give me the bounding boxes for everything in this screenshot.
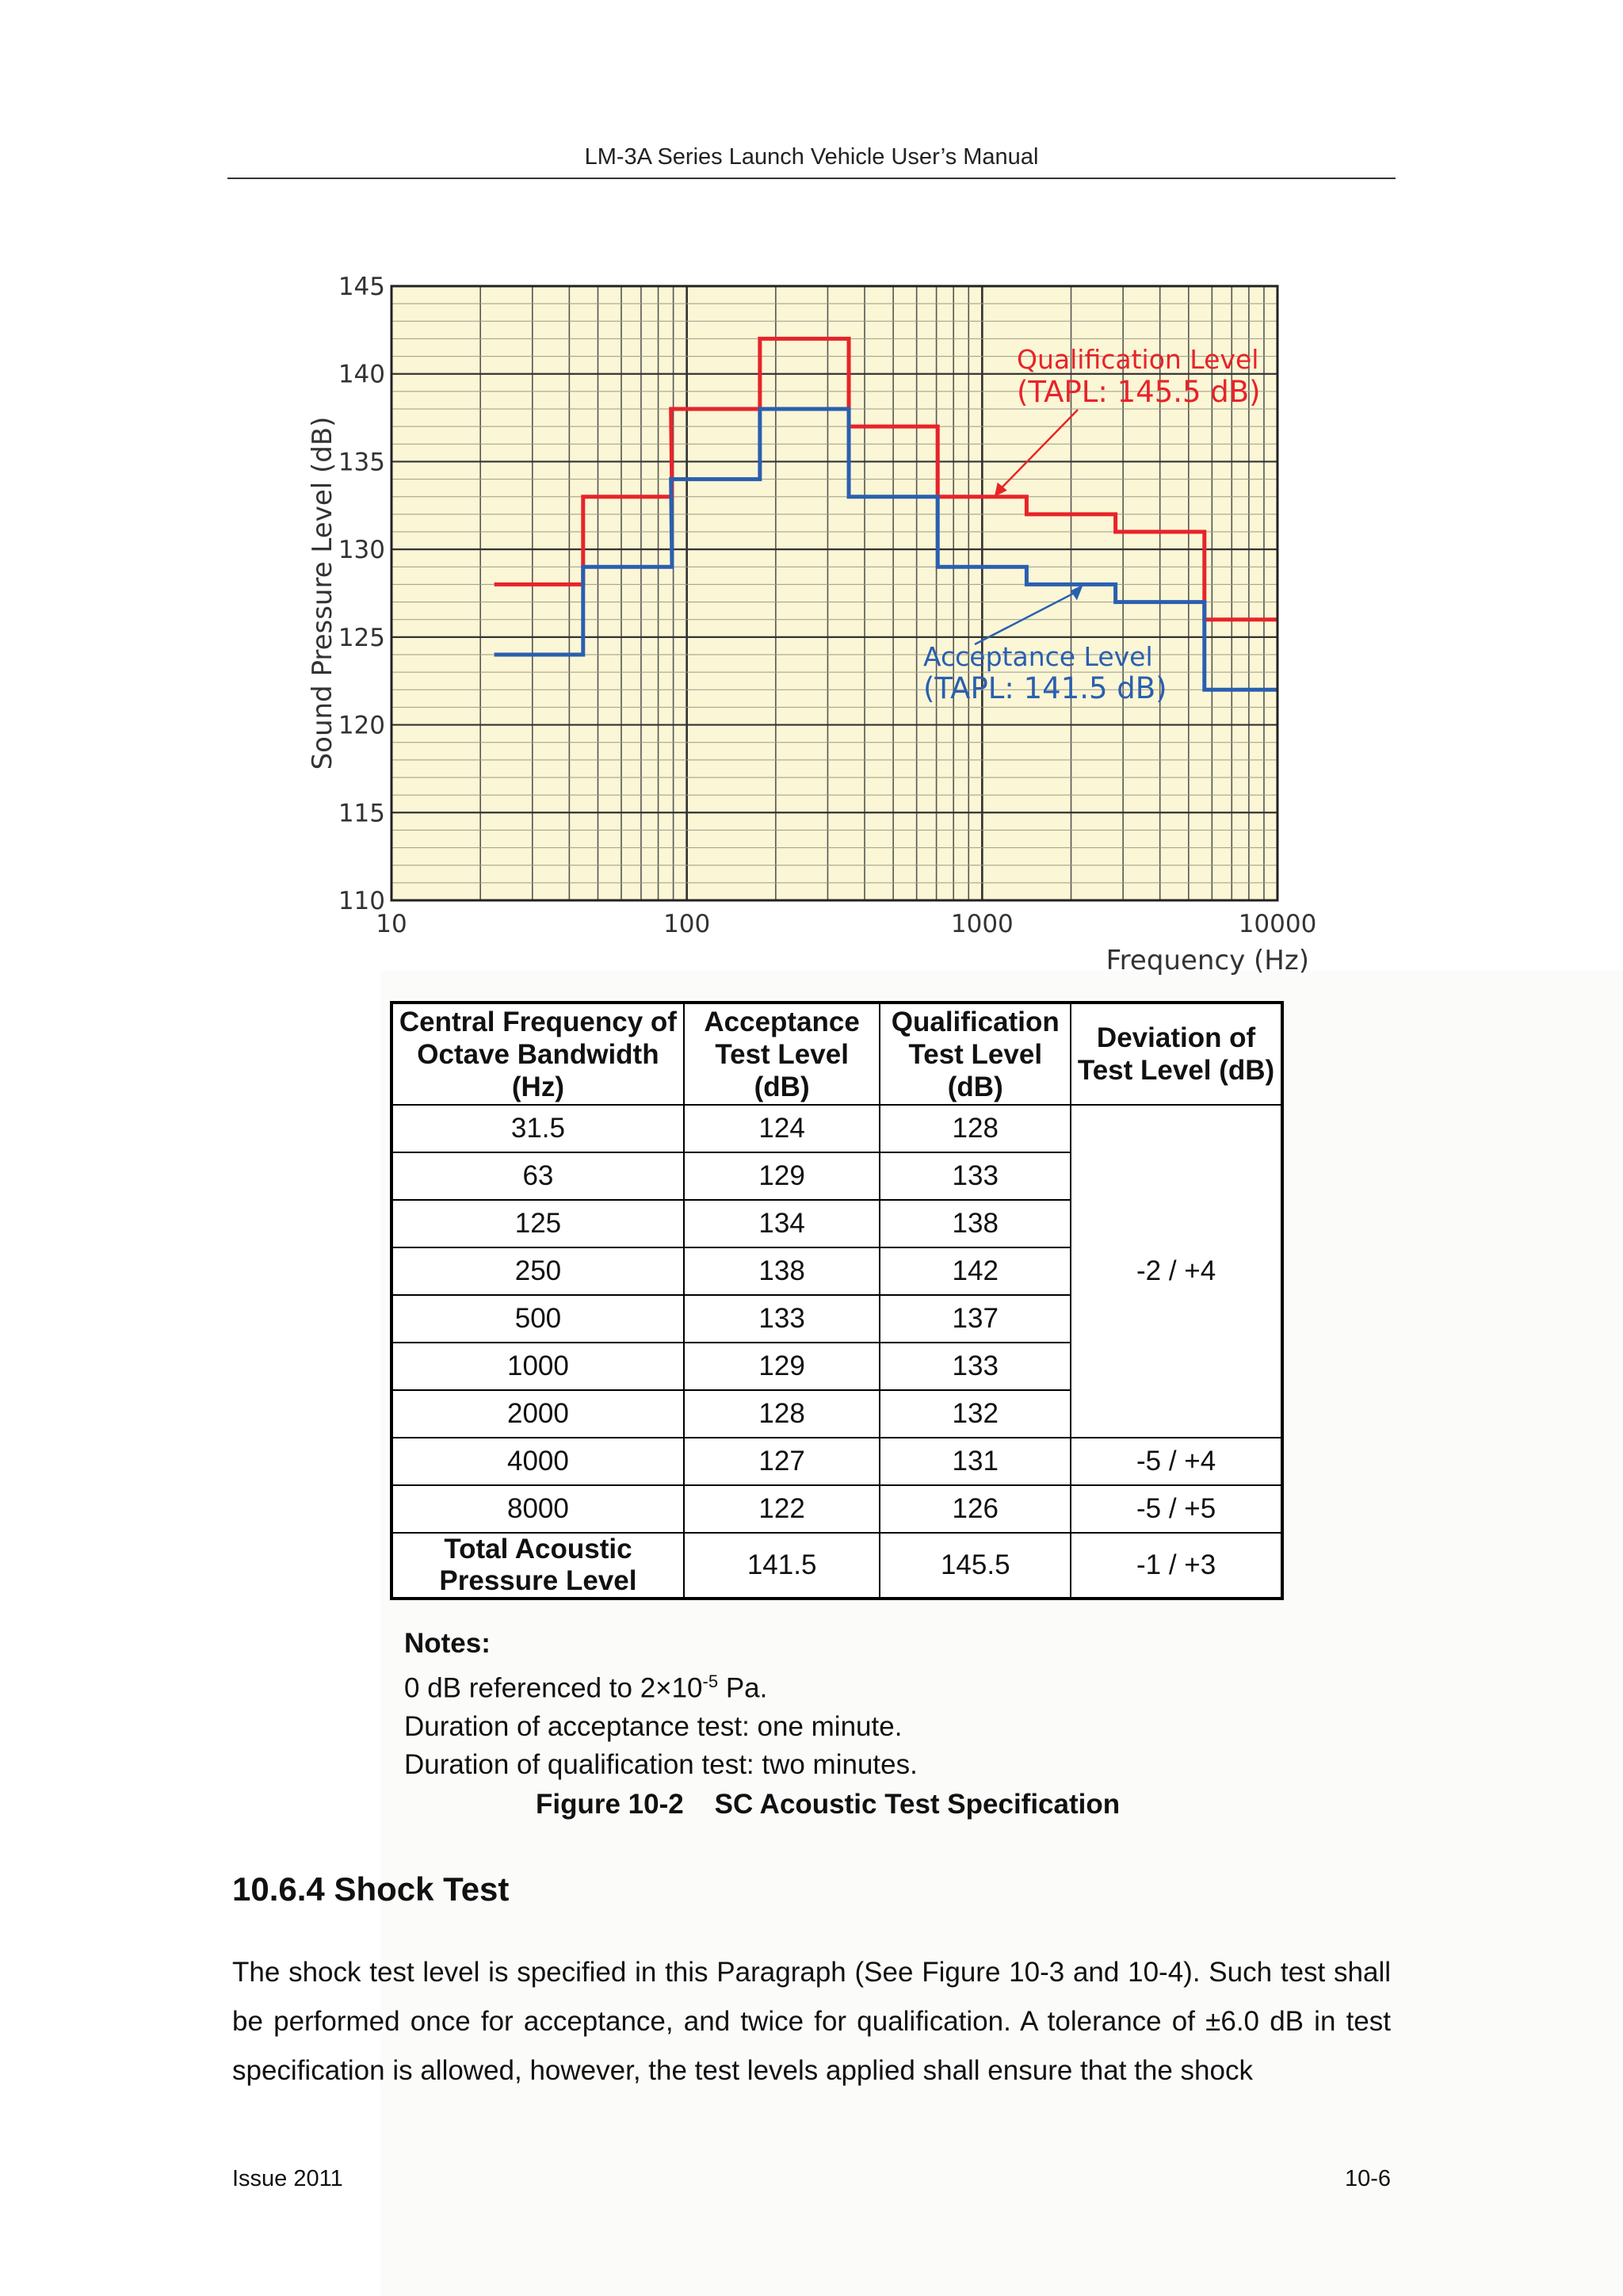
cell-acceptance: 122 — [684, 1485, 880, 1533]
x-tick-label: 10000 — [1239, 910, 1317, 938]
cell-qualification: 138 — [880, 1200, 1071, 1247]
cell-frequency: 8000 — [391, 1485, 684, 1533]
figure-caption: Figure 10-2 SC Acoustic Test Specificati… — [536, 1789, 1120, 1820]
header-frequency: Central Frequency of Octave Bandwidth (H… — [391, 1003, 684, 1105]
chart-x-axis-label: Frequency (Hz) — [1106, 945, 1309, 975]
note-reference-prefix: 0 dB referenced to 2×10 — [404, 1673, 703, 1704]
cell-qualification: 133 — [880, 1152, 1071, 1200]
cell-frequency: 2000 — [391, 1390, 684, 1438]
acceptance-annotation-line1: Acceptance Level — [923, 641, 1153, 672]
footer-page-number: 10-6 — [1345, 2166, 1391, 2192]
cell-frequency: 125 — [391, 1200, 684, 1247]
note-acceptance-duration: Duration of acceptance test: one minute. — [404, 1708, 918, 1746]
cell-deviation-merged: -2 / +4 — [1071, 1105, 1282, 1438]
cell-frequency: 250 — [391, 1247, 684, 1295]
cell-acceptance: 124 — [684, 1105, 880, 1152]
cell-acceptance: 129 — [684, 1152, 880, 1200]
cell-acceptance: 129 — [684, 1343, 880, 1390]
cell-acceptance: 138 — [684, 1247, 880, 1295]
table-total-row: Total Acoustic Pressure Level 141.5 145.… — [391, 1533, 1282, 1599]
cell-qualification: 128 — [880, 1105, 1071, 1152]
header-deviation: Deviation of Test Level (dB) — [1071, 1003, 1282, 1105]
header-qualification: Qualification Test Level (dB) — [880, 1003, 1071, 1105]
running-header: LM-3A Series Launch Vehicle User’s Manua… — [227, 144, 1396, 170]
y-tick-label: 145 — [338, 273, 385, 301]
table-notes: Notes: 0 dB referenced to 2×10-5 Pa. Dur… — [404, 1625, 918, 1784]
y-tick-label: 135 — [338, 448, 385, 476]
footer-issue: Issue 2011 — [232, 2166, 343, 2192]
y-tick-label: 120 — [338, 712, 385, 740]
cell-qualification: 126 — [880, 1485, 1071, 1533]
cell-qualification: 137 — [880, 1295, 1071, 1343]
cell-frequency: 500 — [391, 1295, 684, 1343]
table-row: 8000 122 126 -5 / +5 — [391, 1485, 1282, 1533]
cell-frequency: 31.5 — [391, 1105, 684, 1152]
notes-title: Notes: — [404, 1625, 918, 1663]
cell-acceptance: 128 — [684, 1390, 880, 1438]
cell-acceptance: 133 — [684, 1295, 880, 1343]
y-tick-label: 130 — [338, 536, 385, 564]
qualification-annotation-line1: Qualification Level — [1017, 344, 1258, 375]
cell-deviation: -5 / +4 — [1071, 1438, 1282, 1485]
table-row: 4000 127 131 -5 / +4 — [391, 1438, 1282, 1485]
cell-total-deviation: -1 / +3 — [1071, 1533, 1282, 1599]
cell-qualification: 142 — [880, 1247, 1071, 1295]
note-reference-suffix: Pa. — [718, 1673, 767, 1704]
cell-acceptance: 127 — [684, 1438, 880, 1485]
x-tick-label: 100 — [663, 910, 710, 938]
note-reference-exponent: -5 — [703, 1671, 719, 1691]
y-tick-label: 115 — [338, 799, 385, 827]
header-acceptance: Acceptance Test Level (dB) — [684, 1003, 880, 1105]
cell-frequency: 4000 — [391, 1438, 684, 1485]
y-tick-label: 125 — [338, 624, 385, 652]
section-heading: 10.6.4 Shock Test — [232, 1870, 509, 1908]
qualification-annotation-line2: (TAPL: 145.5 dB) — [1017, 375, 1261, 409]
note-reference: 0 dB referenced to 2×10-5 Pa. — [404, 1663, 918, 1708]
cell-qualification: 132 — [880, 1390, 1071, 1438]
cell-frequency: 63 — [391, 1152, 684, 1200]
x-tick-label: 1000 — [951, 910, 1014, 938]
header-rule — [227, 178, 1396, 179]
cell-acceptance: 134 — [684, 1200, 880, 1247]
cell-total-acceptance: 141.5 — [684, 1533, 880, 1599]
table-header-row: Central Frequency of Octave Bandwidth (H… — [391, 1003, 1282, 1105]
cell-total-label: Total Acoustic Pressure Level — [391, 1533, 684, 1599]
chart-y-axis-label: Sound Pressure Level (dB) — [307, 417, 338, 770]
cell-qualification: 131 — [880, 1438, 1071, 1485]
y-tick-label: 140 — [338, 361, 385, 389]
acceptance-annotation-line2: (TAPL: 141.5 dB) — [923, 671, 1167, 705]
acoustic-test-table: Central Frequency of Octave Bandwidth (H… — [390, 1001, 1284, 1600]
body-paragraph: The shock test level is specified in thi… — [232, 1948, 1391, 2095]
note-qualification-duration: Duration of qualification test: two minu… — [404, 1746, 918, 1784]
cell-deviation: -5 / +5 — [1071, 1485, 1282, 1533]
cell-total-qualification: 145.5 — [880, 1533, 1071, 1599]
cell-frequency: 1000 — [391, 1343, 684, 1390]
table-row: 31.5 124 128 -2 / +4 — [391, 1105, 1282, 1152]
x-tick-label: 10 — [376, 910, 407, 938]
cell-qualification: 133 — [880, 1343, 1071, 1390]
